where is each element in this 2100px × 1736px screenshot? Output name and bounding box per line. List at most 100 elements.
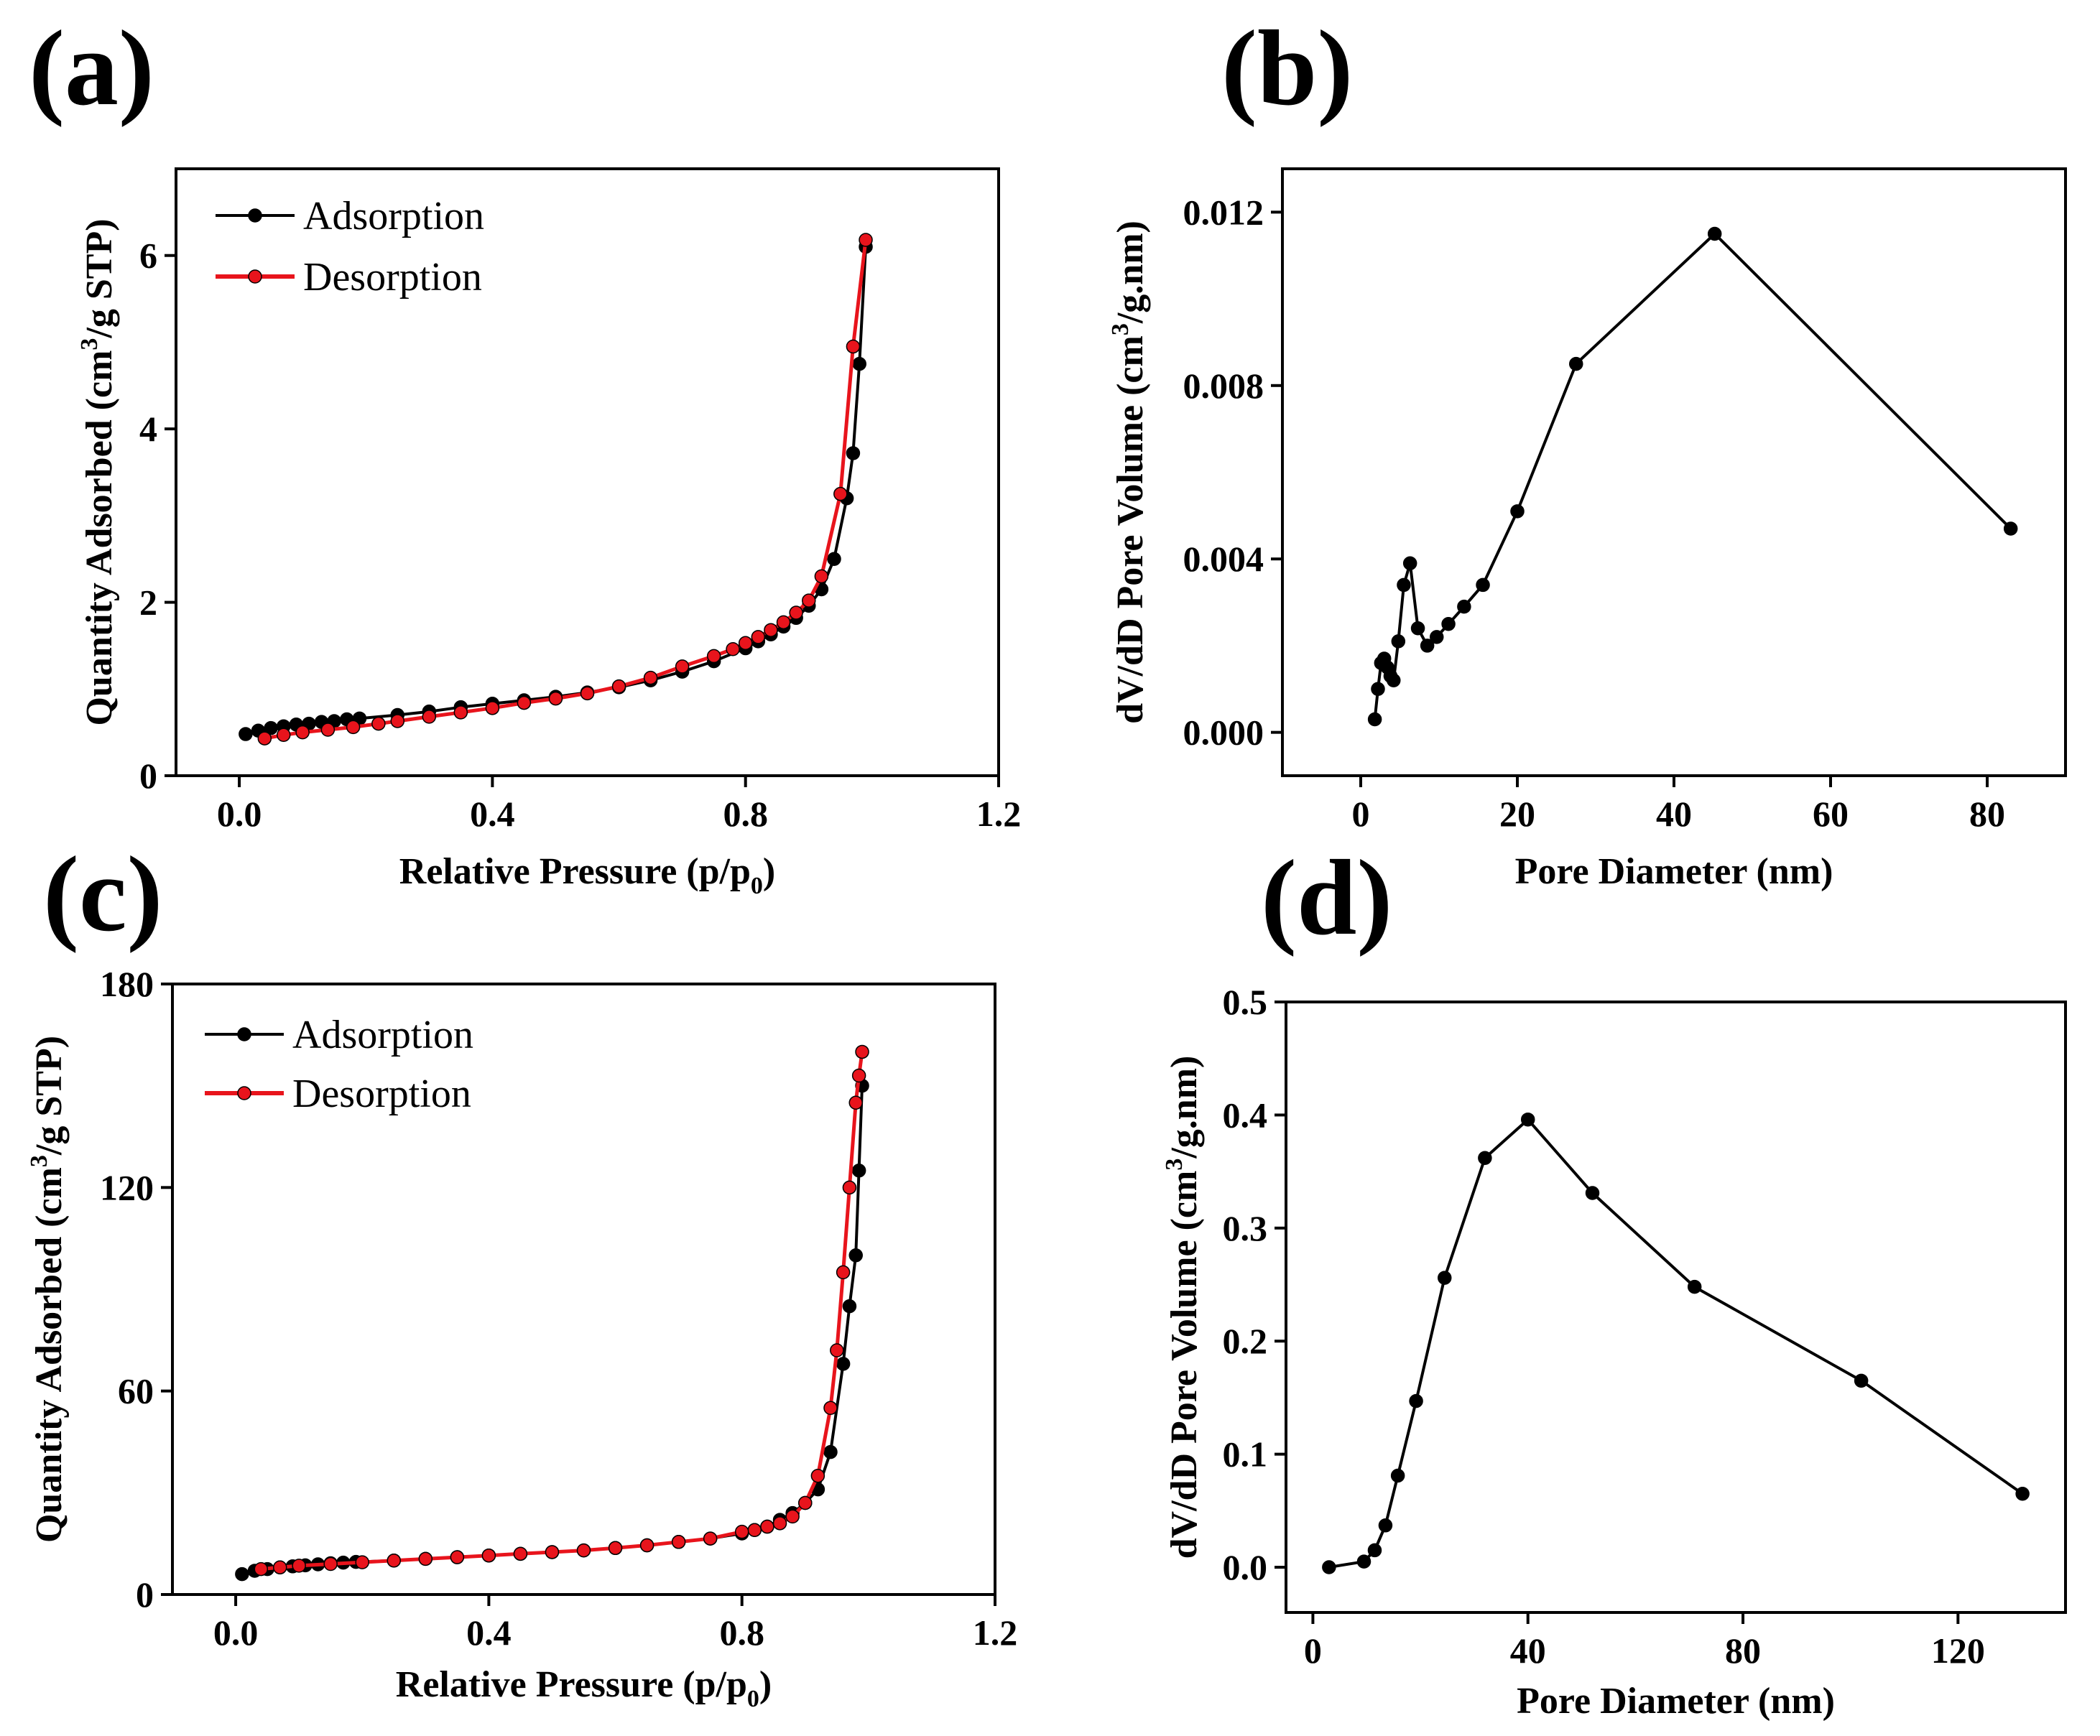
data-point — [675, 659, 690, 674]
legend: Adsorption Desorption — [216, 194, 484, 300]
x-axis-title: Relative Pressure (p/p0) — [399, 851, 775, 899]
series-line — [1373, 232, 2012, 720]
x-axis-title: Relative Pressure (p/p0) — [396, 1664, 772, 1712]
data-point — [548, 691, 563, 706]
legend-marker — [237, 1086, 251, 1100]
data-point — [1402, 556, 1417, 570]
data-point — [848, 1248, 863, 1263]
data-point — [846, 339, 861, 354]
y-tick-label: 2 — [139, 582, 157, 623]
y-tick-label: 0.000 — [1183, 712, 1264, 753]
x-tick-label: 0.4 — [470, 794, 515, 834]
series-desorption — [257, 233, 873, 746]
data-point — [422, 710, 437, 724]
data-point — [776, 615, 791, 630]
data-point — [785, 1509, 800, 1524]
data-point — [2015, 1486, 2030, 1501]
data-point — [1322, 1560, 1336, 1574]
x-axis-title-main: Pore Diameter (nm) — [1517, 1681, 1835, 1722]
data-point — [1387, 673, 1401, 687]
plot-frame — [175, 167, 1000, 777]
x-tick-label: 0.8 — [719, 1612, 764, 1653]
y-axis-title-sup: 3 — [76, 338, 103, 351]
data-point — [1367, 712, 1382, 727]
data-point — [802, 593, 816, 608]
y-tick-label: 6 — [139, 236, 157, 276]
data-point — [671, 1535, 686, 1549]
plot-frame — [171, 983, 996, 1596]
series-desorption — [254, 1044, 869, 1577]
data-point — [485, 701, 500, 715]
data-point — [852, 356, 866, 371]
data-point — [738, 636, 753, 651]
data-point — [453, 705, 468, 720]
x-tick-label: 1.2 — [973, 1612, 1018, 1653]
data-point — [513, 1546, 528, 1561]
y-tick-label: 0.004 — [1183, 539, 1264, 579]
data-point — [576, 1543, 591, 1558]
y-tick-label: 0.0 — [1223, 1547, 1268, 1587]
data-point — [390, 714, 405, 728]
legend-marker — [248, 269, 262, 284]
x-tick-label: 0.0 — [217, 794, 262, 834]
x-axis-title-end: ) — [759, 1664, 772, 1705]
data-point — [1478, 1151, 1492, 1165]
data-point — [639, 1538, 654, 1553]
data-point — [747, 1523, 762, 1538]
data-point — [545, 1545, 560, 1559]
legend-label: Desorption — [303, 255, 482, 300]
x-tick-label: 0.4 — [466, 1612, 512, 1653]
data-point — [855, 1044, 869, 1059]
x-tick-label: 40 — [1656, 794, 1692, 834]
data-point — [323, 1556, 338, 1572]
x-tick-label: 0 — [1352, 794, 1370, 834]
data-point — [418, 1551, 433, 1566]
legend-label: Desorption — [292, 1072, 471, 1116]
data-point — [1687, 1279, 1702, 1294]
data-point — [1476, 577, 1490, 593]
data-point — [1367, 1543, 1382, 1558]
data-point — [703, 1531, 718, 1546]
panel-label-d: (d) — [1261, 838, 1392, 957]
x-axis-title-sub: 0 — [747, 1686, 759, 1712]
data-point — [387, 1554, 402, 1568]
series-line — [241, 1085, 864, 1576]
data-point — [760, 1519, 774, 1534]
series-dv-dd — [1322, 1112, 2030, 1574]
data-point — [764, 623, 778, 637]
legend-marker — [237, 1027, 251, 1041]
y-axis-title-sup: 3 — [26, 1155, 52, 1167]
data-point — [1437, 1271, 1452, 1285]
x-axis-title-sub: 0 — [751, 873, 763, 899]
panel-label-a: (a) — [29, 9, 154, 128]
data-point — [235, 1566, 249, 1582]
y-tick-label: 0.012 — [1183, 192, 1264, 232]
y-tick-label: 0 — [139, 756, 157, 796]
data-point — [254, 1561, 269, 1577]
y-axis-title: Quantity Adsorbed (cm3/g STP) — [76, 218, 120, 725]
data-point — [1356, 1554, 1372, 1569]
chart-b: 0 20 40 60 80 0.000 0.004 0.008 0.012 Pore Diamet… — [1107, 167, 2067, 892]
data-point — [823, 1401, 838, 1416]
y-tick-label: 0.1 — [1223, 1434, 1268, 1475]
y-axis-title: dV/dD Pore Volume (cm3/g.nm) — [1107, 221, 1151, 724]
y-tick-label: 120 — [100, 1167, 154, 1207]
x-tick-label: 20 — [1499, 794, 1535, 834]
y-tick-label: 60 — [118, 1371, 154, 1411]
chart-d: 0 40 80 120 0.0 0.1 0.2 0.3 0.4 0.5 Pore Diameter … — [1161, 982, 2067, 1722]
data-point — [295, 725, 310, 740]
y-tick-label: 0.3 — [1223, 1208, 1268, 1248]
data-point — [611, 679, 626, 694]
x-tick-label: 1.2 — [976, 794, 1022, 834]
data-point — [851, 1068, 866, 1083]
data-point — [1707, 226, 1722, 241]
data-point — [823, 1444, 838, 1459]
legend: Adsorption Desorption — [205, 1013, 473, 1116]
data-point — [276, 728, 291, 743]
data-point — [734, 1524, 749, 1539]
data-point — [836, 1265, 851, 1280]
data-point — [848, 1095, 863, 1110]
data-point — [726, 642, 740, 656]
data-point — [239, 727, 253, 741]
